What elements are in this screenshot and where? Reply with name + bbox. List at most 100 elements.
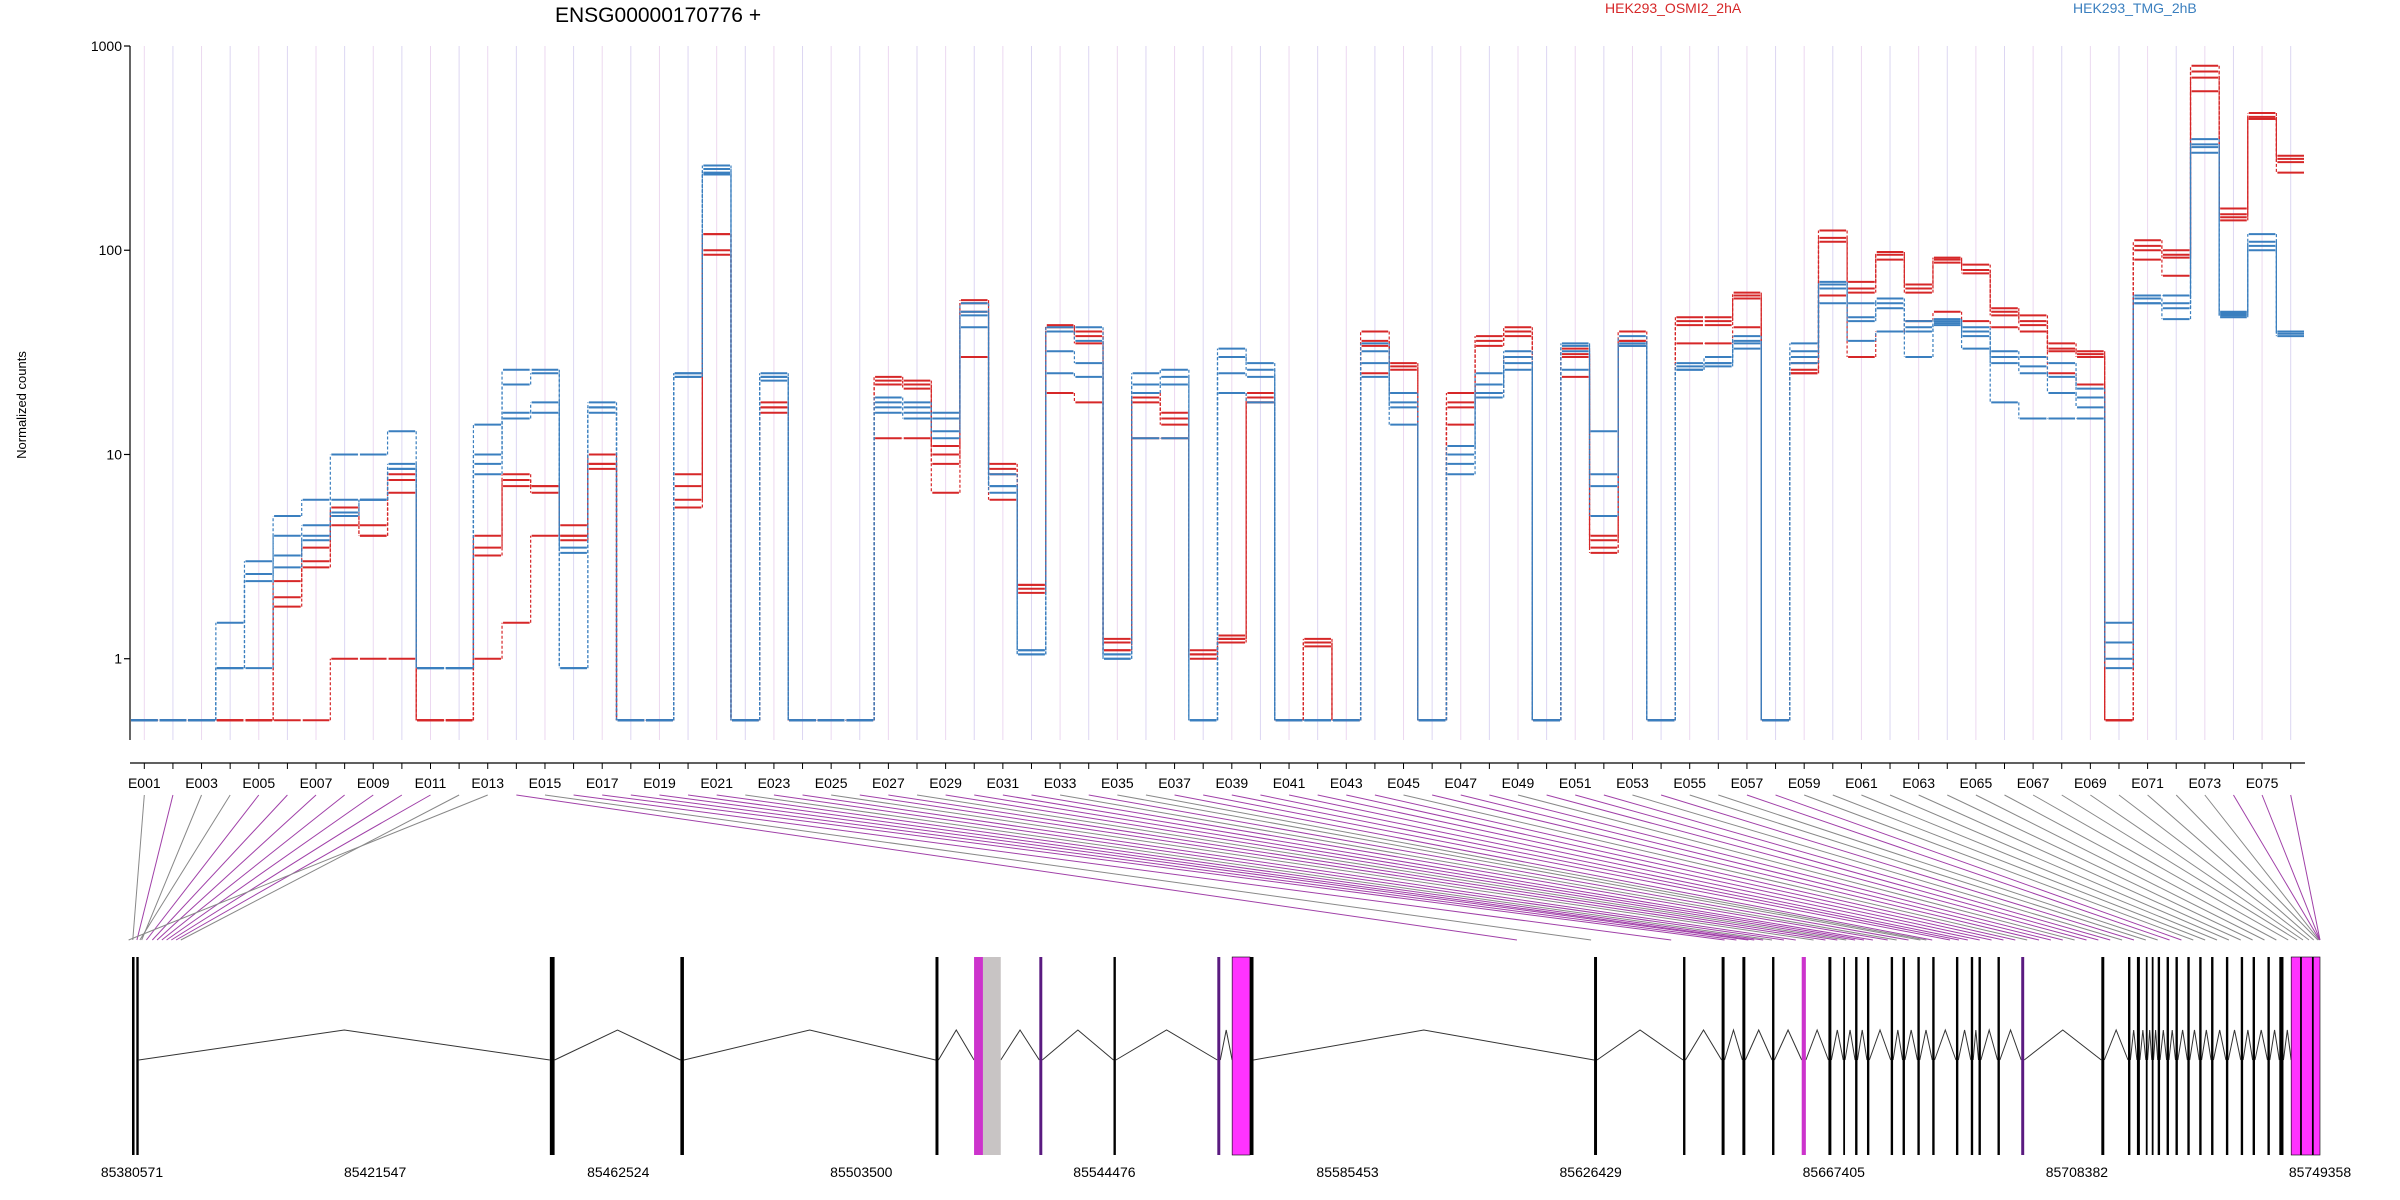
- intron-line: [2254, 1029, 2268, 1061]
- x-tick-label: E053: [1616, 775, 1649, 791]
- intron-line: [2153, 1029, 2159, 1061]
- exon-block: [2101, 957, 2105, 1155]
- exon-connector: [1632, 794, 2123, 941]
- y-axis: 1 10 100 1000: [91, 38, 131, 740]
- chart-title: ENSG00000170776 +: [555, 4, 761, 27]
- exon-connector: [1689, 794, 2146, 941]
- x-tick-label: E005: [242, 775, 275, 791]
- exon-connector: [132, 794, 145, 941]
- intron-line: [1253, 1029, 1595, 1061]
- x-tick-label: E067: [2017, 775, 2050, 791]
- exon-block: [2300, 957, 2302, 1155]
- x-tick-label: E061: [1845, 775, 1878, 791]
- exon-connector: [156, 794, 317, 941]
- exon-connector: [888, 794, 1838, 941]
- exon-connector: [1546, 794, 2087, 941]
- exon-connector: [859, 794, 1826, 941]
- exon-connector: [1231, 794, 1960, 941]
- exon-block: [2166, 957, 2169, 1155]
- exon-connector: [1145, 794, 1927, 941]
- intron-line: [2023, 1029, 2102, 1061]
- exon-connector: [602, 794, 1725, 941]
- exon-connector: [2090, 794, 2304, 941]
- x-tick-label: E075: [2246, 775, 2279, 791]
- exon-connector: [1517, 794, 2075, 941]
- exon-connector: [745, 794, 1773, 941]
- exon-block: [2128, 957, 2131, 1155]
- genomic-tick-label: 85708382: [2046, 1164, 2109, 1180]
- exon-block: [1902, 957, 1905, 1155]
- intron-line: [1041, 1029, 1114, 1061]
- exon-connector: [716, 794, 1764, 941]
- exon-block: [1828, 957, 1832, 1155]
- exon-axis: E001 E003 E005 E007 E009 E011 E013 E015 E017 E019…: [128, 762, 2305, 791]
- intron-line: [1724, 1028, 1743, 1061]
- exon-connector: [2118, 794, 2310, 941]
- exon-connector: [1060, 794, 1897, 941]
- x-tick-label: E003: [185, 775, 218, 791]
- intron-line: [2129, 1029, 2138, 1061]
- exon-connector: [1861, 794, 2218, 941]
- exon-connector: [1203, 794, 1951, 941]
- x-tick-label: E023: [758, 775, 791, 791]
- genomic-tick-label: 85749358: [2289, 1164, 2352, 1180]
- exon-connector: [659, 794, 1749, 941]
- exon-connector: [1660, 794, 2135, 941]
- exon-connector: [1031, 794, 1888, 941]
- exon-connector: [2061, 794, 2298, 941]
- genomic-tick-label: 85544476: [1073, 1164, 1136, 1180]
- exon-connector: [1947, 794, 2253, 941]
- exon-connector: [2004, 794, 2277, 941]
- intron-line: [2168, 1029, 2176, 1061]
- exon-connector: [1575, 794, 2099, 941]
- exon-connector: [831, 794, 1814, 941]
- intron-line: [1773, 1028, 1803, 1061]
- intron-line: [2269, 1029, 2280, 1061]
- exon-connector: [128, 794, 488, 941]
- x-tick-label: E043: [1330, 775, 1363, 791]
- y-axis-label: Normalized counts: [14, 351, 29, 459]
- exon-block: [1772, 957, 1775, 1155]
- exon-connector: [1317, 794, 1992, 941]
- exon-block: [1594, 957, 1598, 1155]
- y-tick-label: 1000: [91, 38, 122, 54]
- exon-block: [2311, 957, 2314, 1155]
- exon-block: [1970, 957, 1974, 1155]
- exon-block: [2252, 957, 2255, 1155]
- exon-connector: [516, 794, 1517, 941]
- exon-connector: [2233, 794, 2321, 941]
- x-tick-label: E035: [1101, 775, 1134, 791]
- legend-entry-tmg: HEK293_TMG_2hB: [2073, 0, 2197, 16]
- intron-line: [1856, 1029, 1868, 1061]
- x-tick-label: E007: [300, 775, 333, 791]
- intron-line: [2282, 1029, 2292, 1061]
- exon-connector: [802, 794, 1796, 941]
- exon-connector: [1603, 794, 2111, 941]
- intron-line: [1744, 1028, 1773, 1061]
- genomic-tick-label: 85585453: [1316, 1164, 1379, 1180]
- exon-block: [1890, 957, 1894, 1155]
- y-tick-label: 1: [114, 651, 122, 667]
- exon-block: [2175, 957, 2178, 1155]
- intron-line: [138, 1029, 550, 1061]
- exon-connector: [180, 794, 460, 941]
- series-tmg-7: [131, 143, 2304, 722]
- exon-connector: [2175, 794, 2319, 941]
- x-tick-label: E071: [2131, 775, 2164, 791]
- exon-connector: [2032, 794, 2289, 941]
- exon-block: [1683, 957, 1686, 1155]
- exon-block: [1249, 957, 1254, 1155]
- intron-line: [1934, 1028, 1957, 1061]
- x-tick-label: E025: [815, 775, 848, 791]
- exon-connector: [1346, 794, 2004, 941]
- exon-block: [2267, 957, 2270, 1155]
- exon-gridlines: [143, 46, 2292, 740]
- exon-block: [2199, 957, 2202, 1155]
- exon-block: [1231, 956, 1251, 1156]
- exon-connector: [1260, 794, 1968, 941]
- genomic-tick-label: 85503500: [830, 1164, 893, 1180]
- exon-connector: [1804, 794, 2194, 941]
- exon-block: [1917, 957, 1920, 1155]
- exon-block: [2290, 956, 2321, 1156]
- transcript-model: [132, 956, 2321, 1156]
